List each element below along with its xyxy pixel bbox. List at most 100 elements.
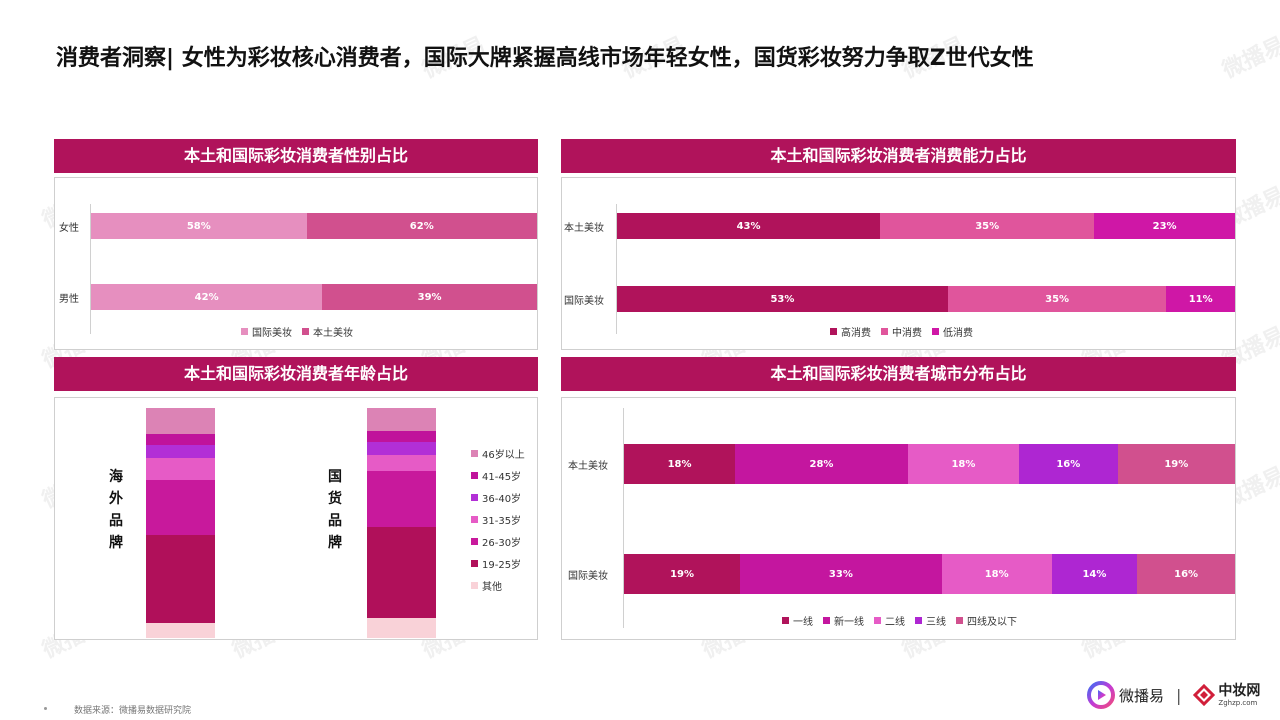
column-category-char: 牌 (109, 535, 123, 551)
legend-swatch (874, 617, 881, 624)
stacked-bar: 58% 62% (91, 213, 537, 239)
legend-swatch (823, 617, 830, 624)
legend-item: 31-35岁 (471, 508, 525, 530)
category-label: 国际美妆 (564, 296, 604, 307)
legend-label: 低消费 (943, 328, 973, 339)
data-label: 42% (194, 291, 219, 303)
stacked-column (367, 408, 436, 638)
brand-right-sub: Zghzp.com (1218, 698, 1258, 707)
legend-swatch (471, 559, 478, 567)
legend-item: 三线 (915, 613, 946, 628)
legend-label: 本土美妆 (313, 328, 353, 339)
category-label: 国际美妆 (568, 571, 608, 582)
legend-item: 26-30岁 (471, 530, 525, 552)
legend-label: 二线 (885, 617, 905, 628)
brand-logos: 微播易 | 中妆网 Zghzp.com (1086, 680, 1260, 710)
brand-right-label: 中妆网 (1218, 682, 1261, 699)
panel-title-spending: 本土和国际彩妆消费者消费能力占比 (561, 139, 1236, 173)
bar-segment-3: 18% (907, 444, 1019, 484)
data-label: 58% (186, 220, 211, 232)
column-category-char: 货 (328, 491, 342, 507)
brand-separator: | (1176, 685, 1182, 705)
legend-label: 三线 (926, 617, 946, 628)
stacked-bar: 18% 28% 18% 16% 19% (624, 444, 1235, 484)
column-segment-7 (146, 622, 215, 638)
chart-age: 海外品牌国货品牌 46岁以上 41-45岁 36-40岁 31-35岁 26-30岁 19-… (54, 397, 538, 640)
column-category-label: 海外品牌 (107, 466, 125, 554)
data-label: 16% (1056, 458, 1081, 470)
legend-swatch (471, 581, 478, 589)
play-logo-icon (1086, 680, 1116, 710)
legend-label: 新一线 (834, 617, 864, 628)
legend-swatch (881, 328, 888, 335)
data-label: 53% (770, 293, 795, 305)
data-label: 33% (828, 568, 853, 580)
column-segment-6 (146, 535, 215, 623)
legend-swatch (302, 328, 309, 335)
bar-segment-1: 58% (91, 213, 307, 239)
category-label: 本土美妆 (564, 223, 604, 234)
data-label: 18% (984, 568, 1009, 580)
legend-swatch (782, 617, 789, 624)
category-axis-line (623, 408, 624, 628)
legend-label: 19-25岁 (482, 559, 522, 571)
category-label: 女性 (59, 223, 79, 234)
legend-swatch (830, 328, 837, 335)
column-segment-1 (146, 408, 215, 435)
legend-label: 31-35岁 (482, 515, 522, 527)
column-segment-6 (367, 527, 436, 618)
legend-label: 高消费 (841, 328, 871, 339)
column-category-char: 品 (328, 513, 342, 529)
legend-item: 其他 (471, 574, 525, 596)
legend-swatch (471, 537, 478, 545)
legend-label: 一线 (793, 617, 813, 628)
column-segment-2 (367, 430, 436, 442)
column-segment-3 (367, 441, 436, 456)
legend-item: 36-40岁 (471, 486, 525, 508)
legend-item: 46岁以上 (471, 442, 525, 464)
data-label: 35% (1045, 293, 1070, 305)
legend-label: 46岁以上 (482, 449, 525, 461)
legend-item: 一线 (782, 613, 813, 628)
data-label: 62% (409, 220, 434, 232)
column-segment-7 (367, 617, 436, 638)
data-label: 19% (1164, 458, 1189, 470)
legend-item: 国际美妆 (241, 324, 292, 339)
column-category-char: 牌 (328, 535, 342, 551)
data-source: 数据来源：微播易数据研究院 (74, 706, 192, 716)
bar-segment-1: 53% (617, 286, 948, 312)
legend-item: 中消费 (881, 324, 922, 339)
bar-segment-2: 35% (880, 213, 1095, 239)
category-label: 本土美妆 (568, 461, 608, 472)
legend-swatch (471, 515, 478, 523)
category-axis-line (90, 204, 91, 334)
brand-left-label: 微播易 (1119, 686, 1165, 705)
bullet-dot (44, 707, 47, 710)
stacked-bar: 19% 33% 18% 14% 16% (624, 554, 1235, 594)
legend-swatch (471, 493, 478, 501)
data-label: 35% (975, 220, 1000, 232)
bar-segment-2: 35% (947, 286, 1167, 312)
data-label: 18% (667, 458, 692, 470)
column-category-char: 国 (328, 469, 342, 485)
zhongzhuang-logo-icon (1193, 683, 1216, 707)
legend-label: 26-30岁 (482, 537, 522, 549)
column-segment-4 (367, 455, 436, 472)
stacked-bar: 42% 39% (91, 284, 537, 310)
legend-swatch (471, 449, 478, 457)
legend-swatch (471, 471, 478, 479)
column-segment-1 (367, 408, 436, 431)
data-label: 43% (736, 220, 761, 232)
column-category-char: 品 (109, 513, 123, 529)
legend-swatch (241, 328, 248, 335)
bar-segment-1: 19% (624, 554, 741, 594)
column-segment-5 (146, 480, 215, 535)
legend-item: 新一线 (823, 613, 864, 628)
data-label: 18% (951, 458, 976, 470)
legend-item: 高消费 (830, 324, 871, 339)
column-segment-4 (146, 458, 215, 481)
chart-city: 本土美妆 18% 28% 18% 16% 19% 国际美妆 19% 33% 18% 14% 16% 一线… (561, 397, 1236, 640)
chart-legend: 46岁以上 41-45岁 36-40岁 31-35岁 26-30岁 19-25岁 其他 (471, 442, 525, 596)
bar-segment-5: 16% (1137, 554, 1235, 594)
bar-segment-3: 23% (1094, 213, 1235, 239)
